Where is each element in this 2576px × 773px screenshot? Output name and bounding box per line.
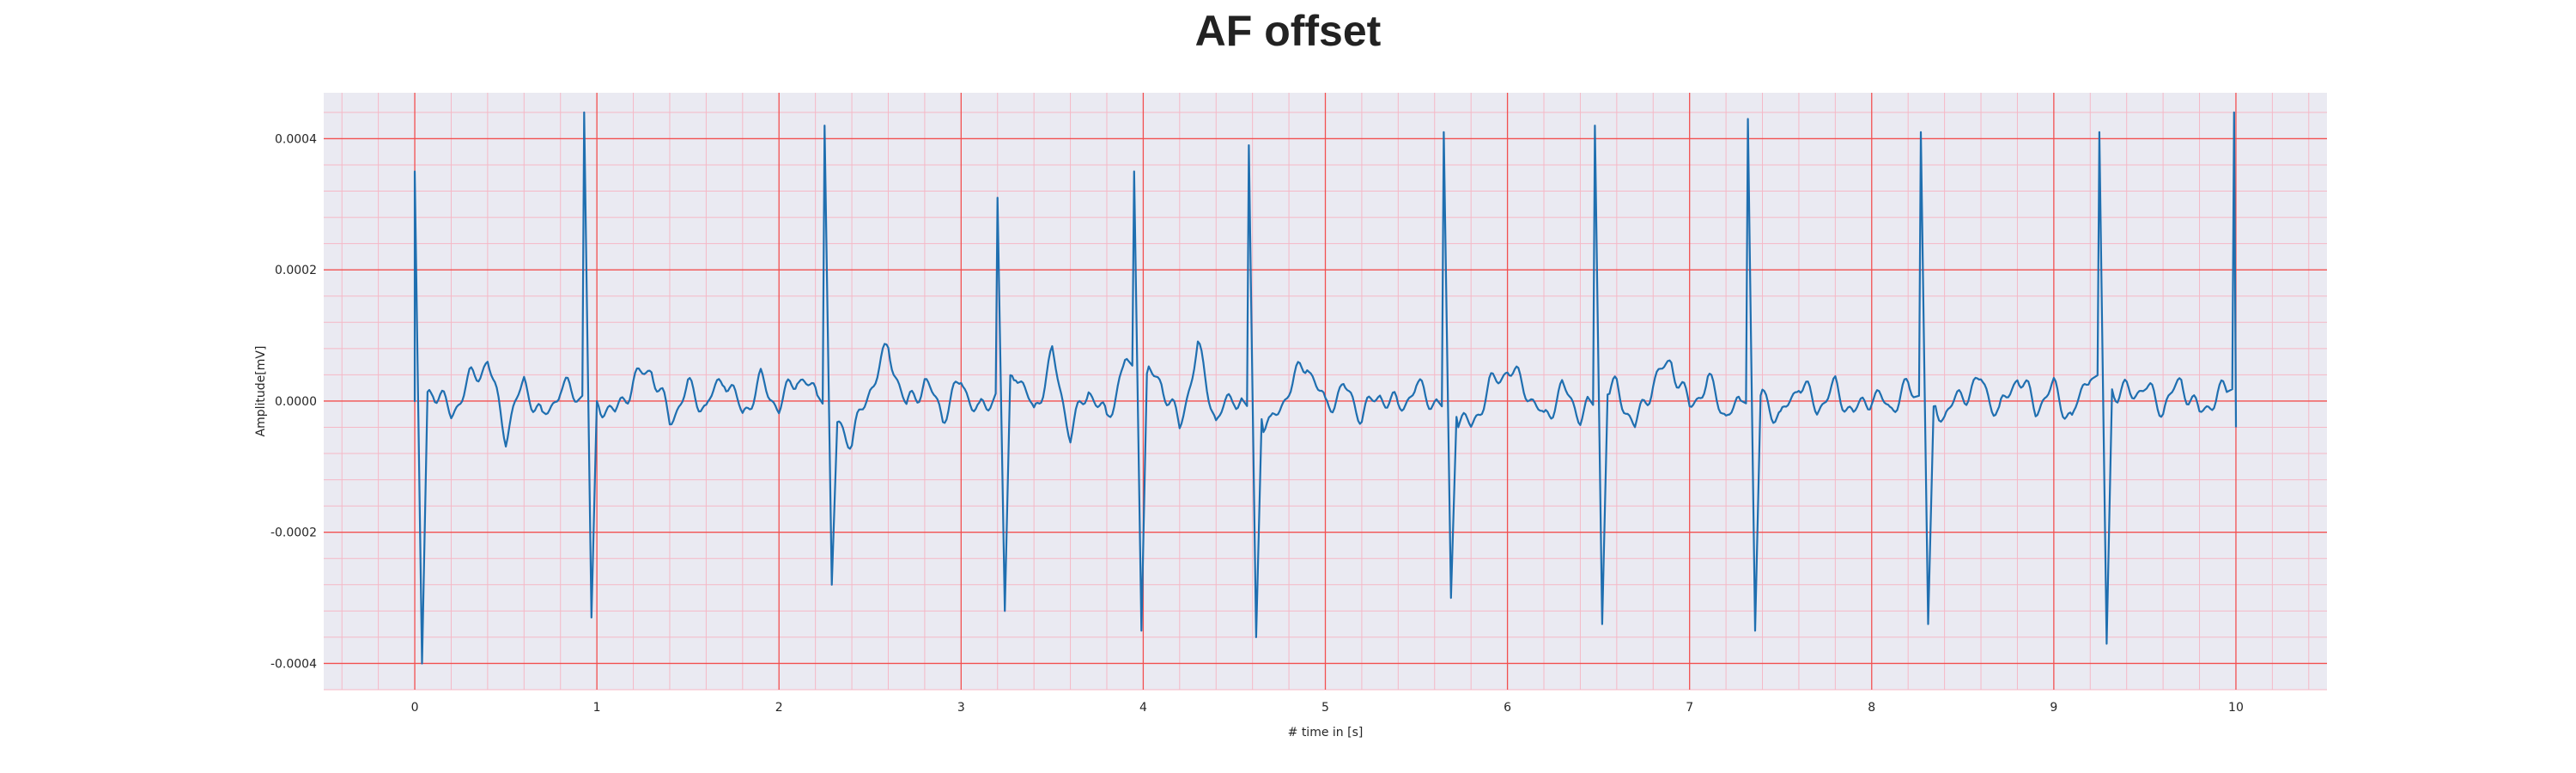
x-tick-label: 7 — [1686, 701, 1693, 715]
x-tick-label: 4 — [1139, 701, 1147, 715]
x-tick-label: 10 — [2228, 701, 2244, 715]
major-grid — [324, 93, 2327, 690]
x-tick-label: 8 — [1868, 701, 1875, 715]
x-tick-label: 9 — [2050, 701, 2057, 715]
y-tick-label: 0.0002 — [275, 264, 317, 277]
y-tick-label: -0.0004 — [270, 657, 317, 671]
chart-title: AF offset — [1194, 7, 1382, 55]
y-tick-label: 0.0004 — [275, 132, 317, 146]
series-line-ecg — [413, 111, 2238, 665]
x-tick-label: 6 — [1504, 701, 1511, 715]
y-tick-label: 0.0000 — [275, 395, 317, 409]
x-tick-label: 3 — [957, 701, 965, 715]
x-tick-label: 2 — [775, 701, 783, 715]
x-axis-label: # time in [s] — [1288, 726, 1364, 740]
x-tick-label: 0 — [411, 701, 419, 715]
y-tick-labels: -0.0004 -0.0002 0.0000 0.0002 0.0004 — [270, 132, 317, 671]
y-axis-label: Amplitude[mV] — [254, 346, 268, 437]
x-tick-label: 1 — [593, 701, 601, 715]
x-tick-label: 5 — [1321, 701, 1329, 715]
x-tick-labels: 0 1 2 3 4 5 6 7 8 9 10 — [411, 701, 2244, 715]
y-tick-label: -0.0002 — [270, 526, 317, 540]
